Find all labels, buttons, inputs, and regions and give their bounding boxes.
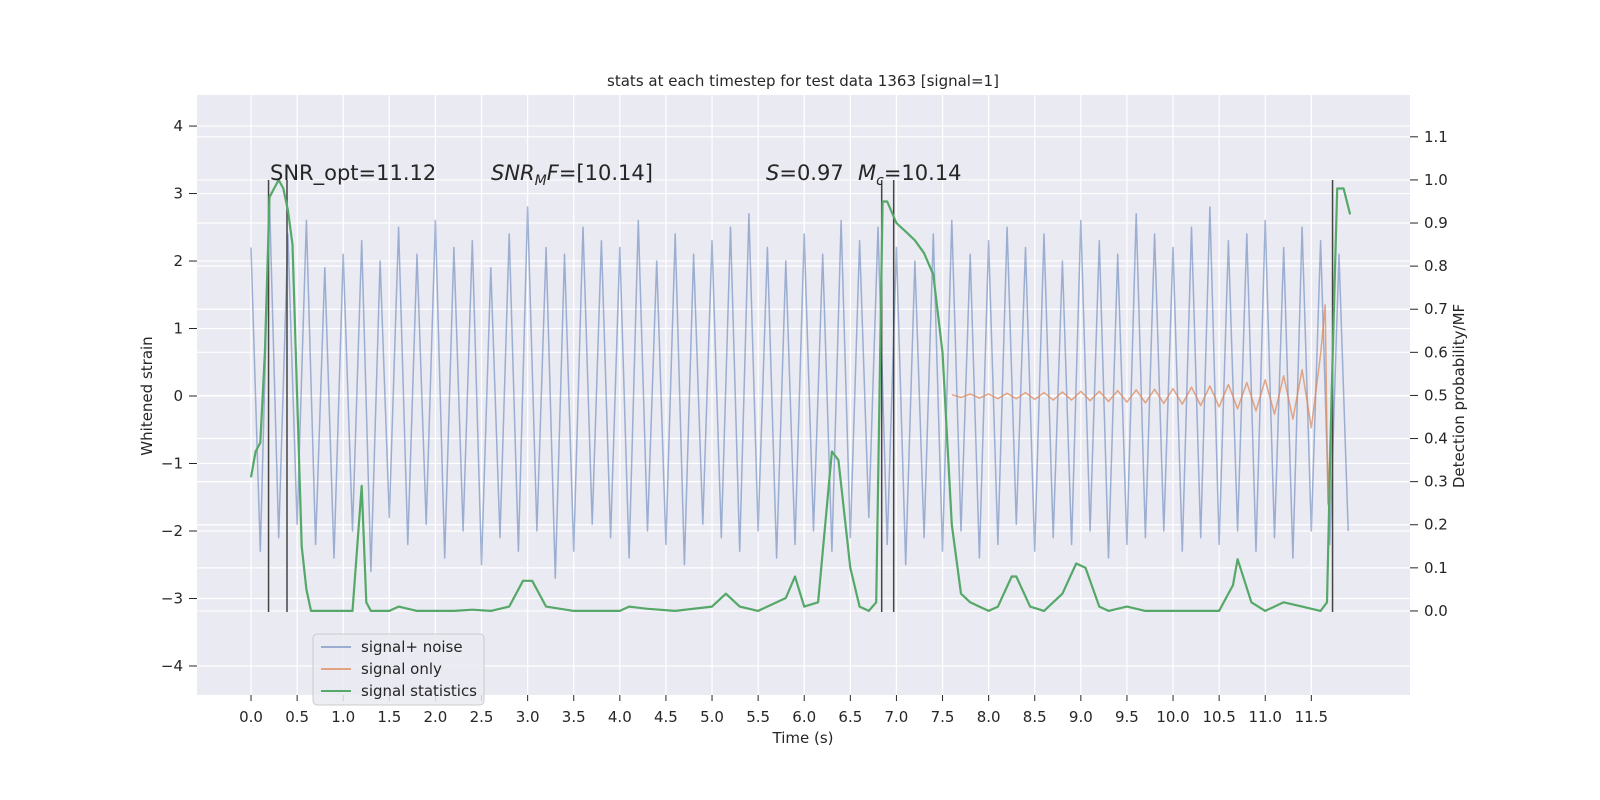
y-tick-label: 3 <box>173 185 183 203</box>
annotation: S=0.97 <box>766 161 844 185</box>
y2-tick-label: 0.8 <box>1424 257 1448 275</box>
x-tick-label: 5.0 <box>700 708 724 726</box>
annotation-part: M <box>858 161 876 185</box>
annotation: SNR_opt=11.12 <box>270 161 436 186</box>
annotation-part: =10.14 <box>884 161 962 185</box>
annotation-part: S <box>766 161 779 185</box>
y-tick-label: 4 <box>173 117 183 135</box>
annotation-part: =[10.14] <box>559 161 653 185</box>
y2-tick-label: 1.0 <box>1424 171 1448 189</box>
x-tick-label: 7.5 <box>931 708 955 726</box>
y2-tick-label: 0.2 <box>1424 516 1448 534</box>
x-tick-label: 6.0 <box>792 708 816 726</box>
x-tick-label: 10.0 <box>1156 708 1189 726</box>
x-tick-label: 4.0 <box>608 708 632 726</box>
x-tick-label: 6.5 <box>838 708 862 726</box>
y2-tick-label: 0.4 <box>1424 430 1448 448</box>
x-tick-label: 10.5 <box>1202 708 1235 726</box>
x-tick-label: 9.0 <box>1069 708 1093 726</box>
x-tick-label: 9.5 <box>1115 708 1139 726</box>
x-tick-label: 1.5 <box>377 708 401 726</box>
y-tick-label: −4 <box>161 657 183 675</box>
y-tick-label: 0 <box>173 387 183 405</box>
series-line <box>249 178 1352 612</box>
y2-tick-label: 0.9 <box>1424 214 1448 232</box>
x-tick-label: 1.0 <box>331 708 355 726</box>
y-tick-label: −3 <box>161 589 183 607</box>
x-tick-label: 0.5 <box>285 708 309 726</box>
y2-tick-label: 0.3 <box>1424 473 1448 491</box>
x-tick-label: 8.0 <box>977 708 1001 726</box>
annotation-part: =0.97 <box>779 161 843 185</box>
annotation-part: SNR_opt=11.12 <box>270 161 436 186</box>
series-line <box>951 304 1333 505</box>
y-tick-label: 1 <box>173 320 183 338</box>
legend-label: signal only <box>361 660 442 678</box>
x-tick-label: 0.0 <box>239 708 263 726</box>
y-tick-label: −1 <box>161 455 183 473</box>
legend-label: signal statistics <box>361 682 477 700</box>
annotation-part: c <box>876 173 884 189</box>
y2-tick-label: 0.0 <box>1424 602 1448 620</box>
annotation-part: M <box>535 173 547 189</box>
y2-tick-label: 0.5 <box>1424 386 1448 404</box>
annotation: Mc=10.14 <box>858 161 962 189</box>
legend-box <box>312 633 485 706</box>
y2-tick-label: 0.6 <box>1424 343 1448 361</box>
x-tick-label: 11.5 <box>1295 708 1328 726</box>
x-tick-label: 7.0 <box>885 708 909 726</box>
y-tick-label: 2 <box>173 252 183 270</box>
x-tick-label: 3.5 <box>562 708 586 726</box>
x-tick-label: 2.5 <box>470 708 494 726</box>
legend-label: signal+ noise <box>361 638 463 656</box>
chart-title: stats at each timestep for test data 136… <box>607 72 999 90</box>
x-tick-label: 8.5 <box>1023 708 1047 726</box>
x-tick-label: 2.0 <box>424 708 448 726</box>
x-tick-label: 11.0 <box>1249 708 1282 726</box>
y2-tick-label: 0.1 <box>1424 559 1448 577</box>
y2-tick-label: 1.1 <box>1424 128 1448 146</box>
y-tick-label: −2 <box>161 522 183 540</box>
series-line <box>250 199 1349 579</box>
annotation-part: SNR <box>491 161 535 185</box>
y2-axis-label: Detection probability/MF <box>1450 304 1468 488</box>
y2-tick-label: 0.7 <box>1424 300 1448 318</box>
x-axis-label: Time (s) <box>772 729 834 747</box>
y-axis-label: Whitened strain <box>138 336 156 455</box>
annotation: SNRMF=[10.14] <box>491 161 653 189</box>
annotation-part: F <box>547 161 560 185</box>
x-tick-label: 5.5 <box>746 708 770 726</box>
x-tick-label: 3.0 <box>516 708 540 726</box>
x-tick-label: 4.5 <box>654 708 678 726</box>
